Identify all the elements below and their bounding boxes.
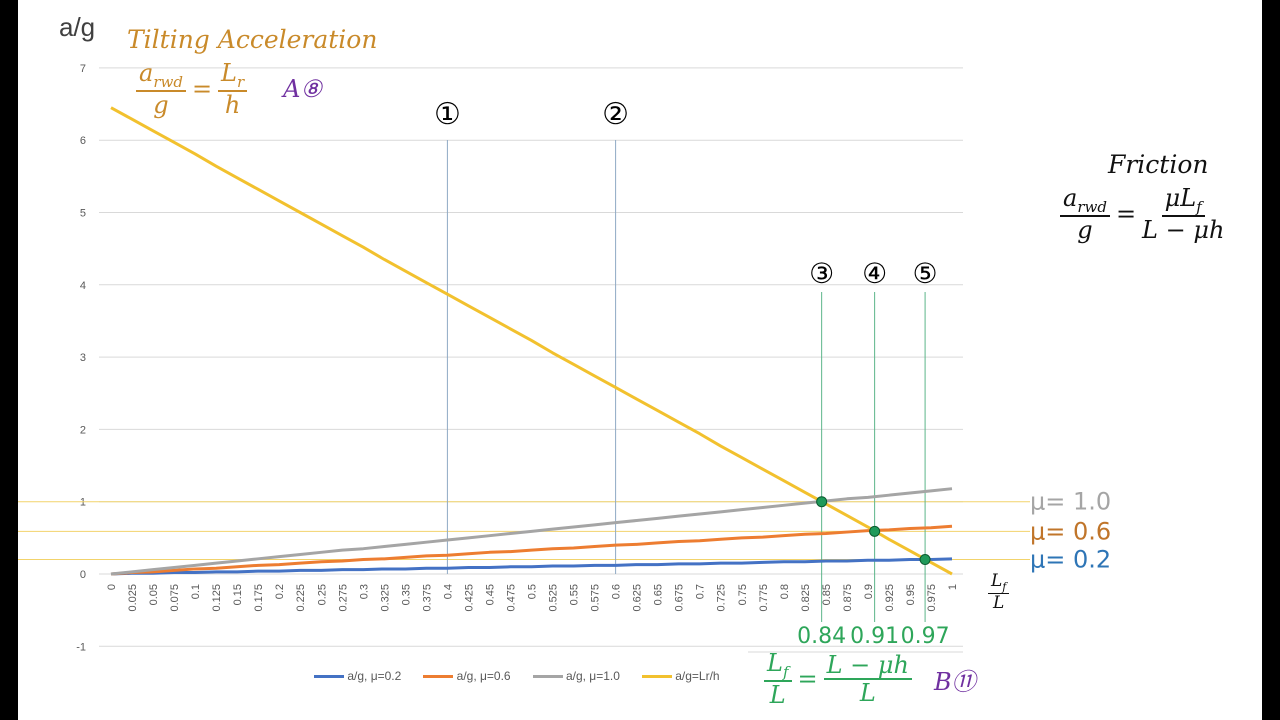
x-tick-label: 0.425 <box>463 584 475 612</box>
ratio-formula: Lf L = L − μh L B⑪ <box>764 650 976 709</box>
y-axis-label: a/g <box>59 12 96 42</box>
x-tick-label: 0.525 <box>548 584 560 612</box>
x-tick-label: 0.95 <box>905 584 917 605</box>
x-tick-label: 0.225 <box>295 584 307 612</box>
series-line <box>110 487 953 576</box>
x-tick-label: 0.9 <box>863 584 875 599</box>
mu-label: μ= 1.0 <box>1030 488 1111 516</box>
series-line <box>110 524 953 576</box>
friction-formula: arwd g = μLf L − μh <box>1060 185 1224 244</box>
x-tick-label: 0.25 <box>316 584 328 605</box>
x-tick-label: 0.35 <box>400 584 412 605</box>
y-tick-label: 7 <box>80 63 86 75</box>
legend: a/g, μ=0.2 a/g, μ=0.6 a/g, μ=1.0 a/g=Lr/… <box>314 669 720 683</box>
x-tick-label: 0.175 <box>253 584 265 612</box>
chart-canvas: -1 0 1 2 3 4 5 6 7 0 0.025 0.05 0.075 0.1 0.125 0.15 0.1… <box>18 0 1262 720</box>
x-tick-label: 0 <box>106 584 118 590</box>
mu-label: μ= 0.2 <box>1030 546 1111 574</box>
x-axis-label: Lf L <box>988 572 1010 613</box>
intersection-point <box>869 525 881 537</box>
mu-label: μ= 0.6 <box>1030 517 1111 545</box>
series-line <box>110 557 953 576</box>
y-tick-label: 4 <box>80 280 86 292</box>
intersection-point <box>919 554 931 566</box>
tag-b11: B⑪ <box>933 667 976 696</box>
x-tick-label: 0.05 <box>148 584 160 605</box>
x-tick-label: 0.65 <box>653 584 665 605</box>
y-tick-label: 1 <box>80 497 86 509</box>
x-tick-label: 0.475 <box>505 584 517 612</box>
x-tick-label: 0.975 <box>926 584 938 612</box>
circled-number-label: ② <box>602 97 629 132</box>
line-chart: -1 0 1 2 3 4 5 6 7 0 0.025 0.05 0.075 0.1 0.125 0.15 0.1… <box>18 63 1111 653</box>
x-tick-label: 0.375 <box>421 584 433 612</box>
series-line <box>110 106 953 576</box>
legend-item: a/g, μ=0.2 <box>314 669 401 683</box>
intersection-value: 0.91 <box>850 624 899 649</box>
x-tick-label: 0.55 <box>569 584 581 605</box>
x-tick-label: 0.85 <box>821 584 833 605</box>
x-tick-label: 0.2 <box>274 584 286 599</box>
legend-item: a/g, μ=1.0 <box>532 669 620 683</box>
x-tick-label: 0.925 <box>884 584 896 612</box>
tag-a8: A⑧ <box>283 75 323 104</box>
x-tick-label: 0.675 <box>674 584 686 612</box>
x-tick-label: 0.15 <box>232 584 244 605</box>
x-tick-label: 0.775 <box>758 584 770 612</box>
x-tick-label: 0.725 <box>716 584 728 612</box>
x-tick-label: 0.075 <box>169 584 181 612</box>
circled-number-label: ④ <box>862 257 887 290</box>
x-tick-label: 0.025 <box>127 584 139 612</box>
x-tick-label: 0.1 <box>190 584 202 599</box>
friction-title: Friction <box>1108 150 1209 179</box>
x-tick-label: 1 <box>947 584 959 590</box>
y-tick-label: -1 <box>76 641 86 653</box>
x-tick-label: 0.75 <box>737 584 749 605</box>
x-tick-label: 0.6 <box>611 584 623 599</box>
intersection-value: 0.97 <box>901 624 950 649</box>
y-tick-label: 6 <box>80 135 86 147</box>
tilting-title: Tilting Acceleration <box>127 25 378 54</box>
x-tick-label: 0.7 <box>695 584 707 599</box>
x-tick-label: 0.275 <box>337 584 349 612</box>
x-tick-label: 0.45 <box>484 584 496 605</box>
intersection-point <box>816 496 828 508</box>
intersection-value: 0.84 <box>797 624 846 649</box>
y-tick-label: 5 <box>80 208 86 220</box>
y-tick-label: 0 <box>80 569 86 581</box>
x-tick-label: 0.875 <box>842 584 854 612</box>
x-tick-label: 0.625 <box>632 584 644 612</box>
circled-number-label: ① <box>434 97 461 132</box>
circled-number-label: ⑤ <box>913 257 938 290</box>
legend-item: a/g, μ=0.6 <box>423 669 511 683</box>
x-tick-label: 0.825 <box>800 584 812 612</box>
x-tick-label: 0.5 <box>527 584 539 599</box>
x-tick-label: 0.8 <box>779 584 791 599</box>
legend-item: a/g=Lr/h <box>641 669 720 683</box>
x-tick-label: 0.3 <box>358 584 370 599</box>
y-tick-label: 3 <box>80 352 86 364</box>
y-tick-label: 2 <box>80 424 86 436</box>
x-tick-label: 0.575 <box>590 584 602 612</box>
tilting-formula: arwd g = Lr h A⑧ <box>136 60 322 119</box>
circled-number-label: ③ <box>809 257 834 290</box>
x-tick-label: 0.325 <box>379 584 391 612</box>
x-tick-label: 0.125 <box>211 584 223 612</box>
x-tick-label: 0.4 <box>442 584 454 599</box>
